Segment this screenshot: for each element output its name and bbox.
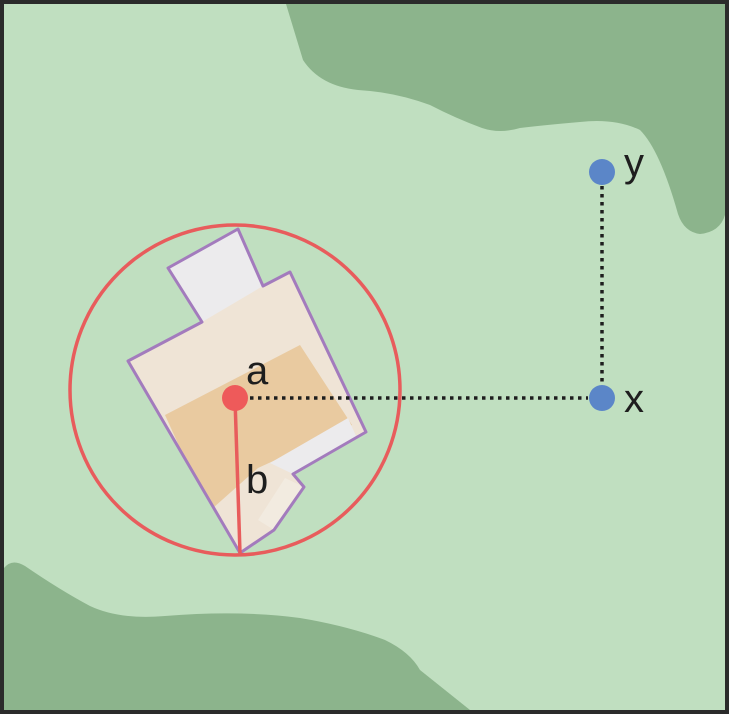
- dark-green-area-top-right: [286, 4, 725, 234]
- building-core-area: [165, 345, 352, 508]
- point-x-dot: [589, 385, 615, 411]
- label-x: x: [624, 377, 644, 421]
- point-y-dot: [589, 159, 615, 185]
- label-b: b: [246, 458, 268, 502]
- dark-green-area-bottom-left: [4, 562, 470, 710]
- radius-line: [233, 398, 242, 554]
- building-side-light: [270, 418, 356, 474]
- background-green: [4, 4, 725, 710]
- center-dot: [222, 385, 248, 411]
- building-outline: [126, 227, 368, 555]
- radius-circle: [68, 223, 402, 557]
- building-wing-light: [168, 229, 263, 322]
- building-annex-light: [258, 478, 304, 530]
- label-y: y: [624, 141, 644, 185]
- building-footprint: [126, 227, 368, 555]
- label-a: a: [246, 349, 269, 393]
